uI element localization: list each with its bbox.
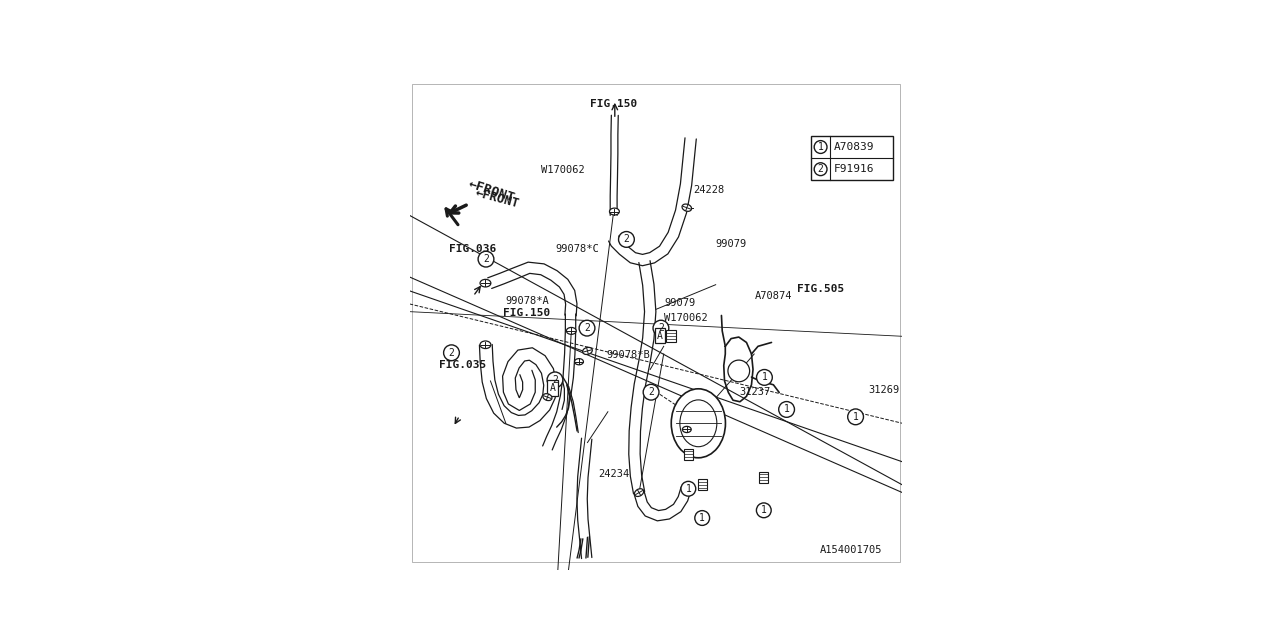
Text: FIG.505: FIG.505 xyxy=(797,284,845,294)
Text: 1: 1 xyxy=(685,484,691,493)
Circle shape xyxy=(681,481,696,496)
Circle shape xyxy=(814,141,827,154)
Circle shape xyxy=(814,163,827,175)
Ellipse shape xyxy=(566,328,576,334)
Circle shape xyxy=(479,252,494,267)
Text: FIG.036: FIG.036 xyxy=(449,244,497,254)
Text: 31269: 31269 xyxy=(868,385,899,395)
Text: 1: 1 xyxy=(760,506,767,515)
Bar xyxy=(547,380,558,396)
Text: 1: 1 xyxy=(783,404,790,415)
Text: A70839: A70839 xyxy=(833,142,874,152)
Ellipse shape xyxy=(575,358,584,365)
Text: W170062: W170062 xyxy=(540,165,585,175)
Circle shape xyxy=(695,511,709,525)
Bar xyxy=(654,328,666,344)
Ellipse shape xyxy=(671,389,726,458)
Text: 1: 1 xyxy=(818,142,823,152)
Text: 24228: 24228 xyxy=(692,185,724,195)
Ellipse shape xyxy=(480,280,490,287)
Circle shape xyxy=(653,320,669,336)
Text: 2: 2 xyxy=(483,254,489,264)
Text: 2: 2 xyxy=(658,323,664,333)
Text: F91916: F91916 xyxy=(833,164,874,174)
Text: 99078*B: 99078*B xyxy=(607,350,650,360)
Text: FIG.035: FIG.035 xyxy=(439,360,486,370)
Circle shape xyxy=(756,503,771,518)
Text: 99079: 99079 xyxy=(716,239,746,250)
Text: 2: 2 xyxy=(623,234,630,244)
Text: 2: 2 xyxy=(448,348,454,358)
Text: 1: 1 xyxy=(762,372,767,383)
Text: 2: 2 xyxy=(648,387,654,397)
Ellipse shape xyxy=(682,426,691,433)
Ellipse shape xyxy=(543,394,552,401)
Text: 99078*C: 99078*C xyxy=(556,244,599,254)
Text: 1: 1 xyxy=(852,412,859,422)
Circle shape xyxy=(643,384,659,400)
Circle shape xyxy=(547,372,563,388)
Bar xyxy=(759,472,768,483)
Ellipse shape xyxy=(609,208,620,215)
Text: FIG.150: FIG.150 xyxy=(590,99,637,109)
Circle shape xyxy=(847,409,864,425)
Text: A154001705: A154001705 xyxy=(820,545,883,555)
Text: 1: 1 xyxy=(699,513,705,523)
Text: 2: 2 xyxy=(584,323,590,333)
Circle shape xyxy=(618,232,635,247)
Text: ←FRONT: ←FRONT xyxy=(474,186,521,211)
Bar xyxy=(684,449,692,460)
Text: 2: 2 xyxy=(552,375,558,385)
Text: W170062: W170062 xyxy=(664,313,708,323)
Bar xyxy=(812,136,892,180)
Text: 99079: 99079 xyxy=(664,298,695,308)
Text: A: A xyxy=(549,383,556,393)
Text: 99078*A: 99078*A xyxy=(506,296,549,306)
Text: FIG.150: FIG.150 xyxy=(503,308,550,318)
Text: 2: 2 xyxy=(818,164,823,174)
Circle shape xyxy=(778,401,795,417)
Ellipse shape xyxy=(635,489,644,497)
Circle shape xyxy=(444,345,460,361)
Circle shape xyxy=(756,369,772,385)
Text: 31237: 31237 xyxy=(739,387,771,397)
Ellipse shape xyxy=(480,341,490,349)
Circle shape xyxy=(728,360,750,382)
Ellipse shape xyxy=(582,348,593,355)
Text: A: A xyxy=(657,330,663,340)
Ellipse shape xyxy=(682,204,691,211)
Text: A70874: A70874 xyxy=(755,291,792,301)
Text: 24234: 24234 xyxy=(599,468,630,479)
Bar xyxy=(667,330,676,342)
Bar xyxy=(698,479,707,490)
Circle shape xyxy=(579,320,595,336)
Text: ←FRONT: ←FRONT xyxy=(467,177,516,204)
